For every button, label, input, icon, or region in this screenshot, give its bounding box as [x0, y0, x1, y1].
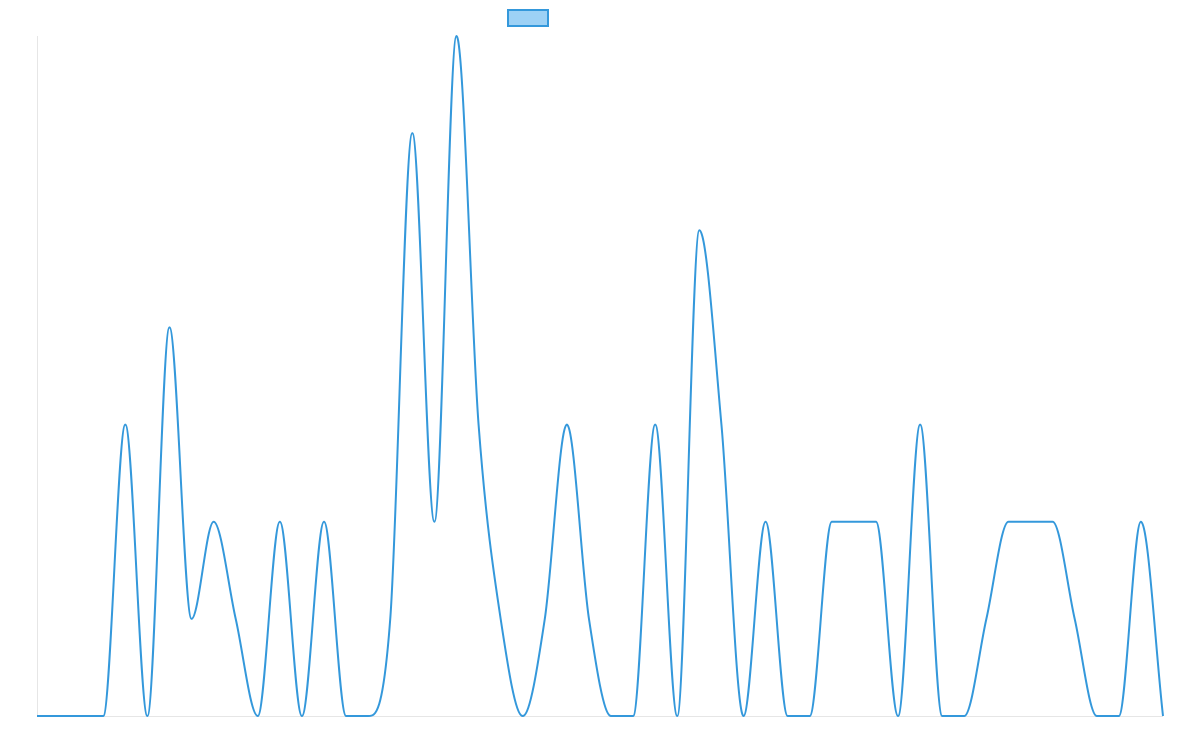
series-layer [37, 35, 1164, 717]
legend[interactable] [507, 9, 549, 27]
legend-swatch[interactable] [507, 9, 549, 27]
series-line-0 [37, 35, 1164, 717]
